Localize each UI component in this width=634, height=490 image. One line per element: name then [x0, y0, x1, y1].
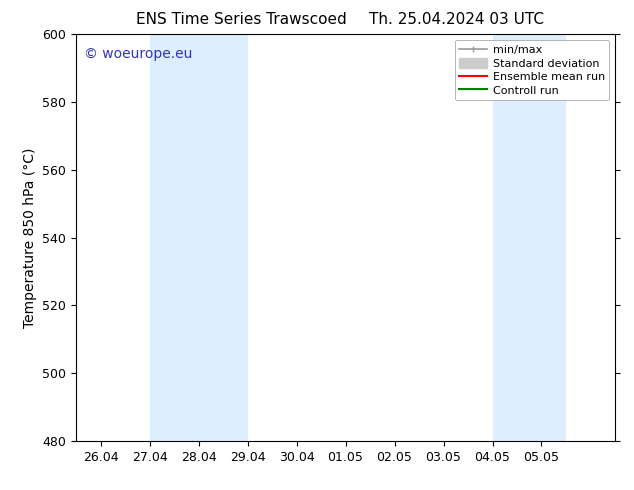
- Y-axis label: Temperature 850 hPa (°C): Temperature 850 hPa (°C): [23, 147, 37, 328]
- Bar: [493, 34, 566, 441]
- Text: Th. 25.04.2024 03 UTC: Th. 25.04.2024 03 UTC: [369, 12, 544, 27]
- Text: © woeurope.eu: © woeurope.eu: [84, 47, 193, 60]
- Text: ENS Time Series Trawscoed: ENS Time Series Trawscoed: [136, 12, 346, 27]
- Legend: min/max, Standard deviation, Ensemble mean run, Controll run: min/max, Standard deviation, Ensemble me…: [455, 40, 609, 100]
- Bar: [150, 34, 247, 441]
